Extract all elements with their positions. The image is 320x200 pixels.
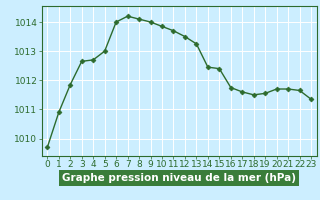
X-axis label: Graphe pression niveau de la mer (hPa): Graphe pression niveau de la mer (hPa) (62, 173, 296, 183)
